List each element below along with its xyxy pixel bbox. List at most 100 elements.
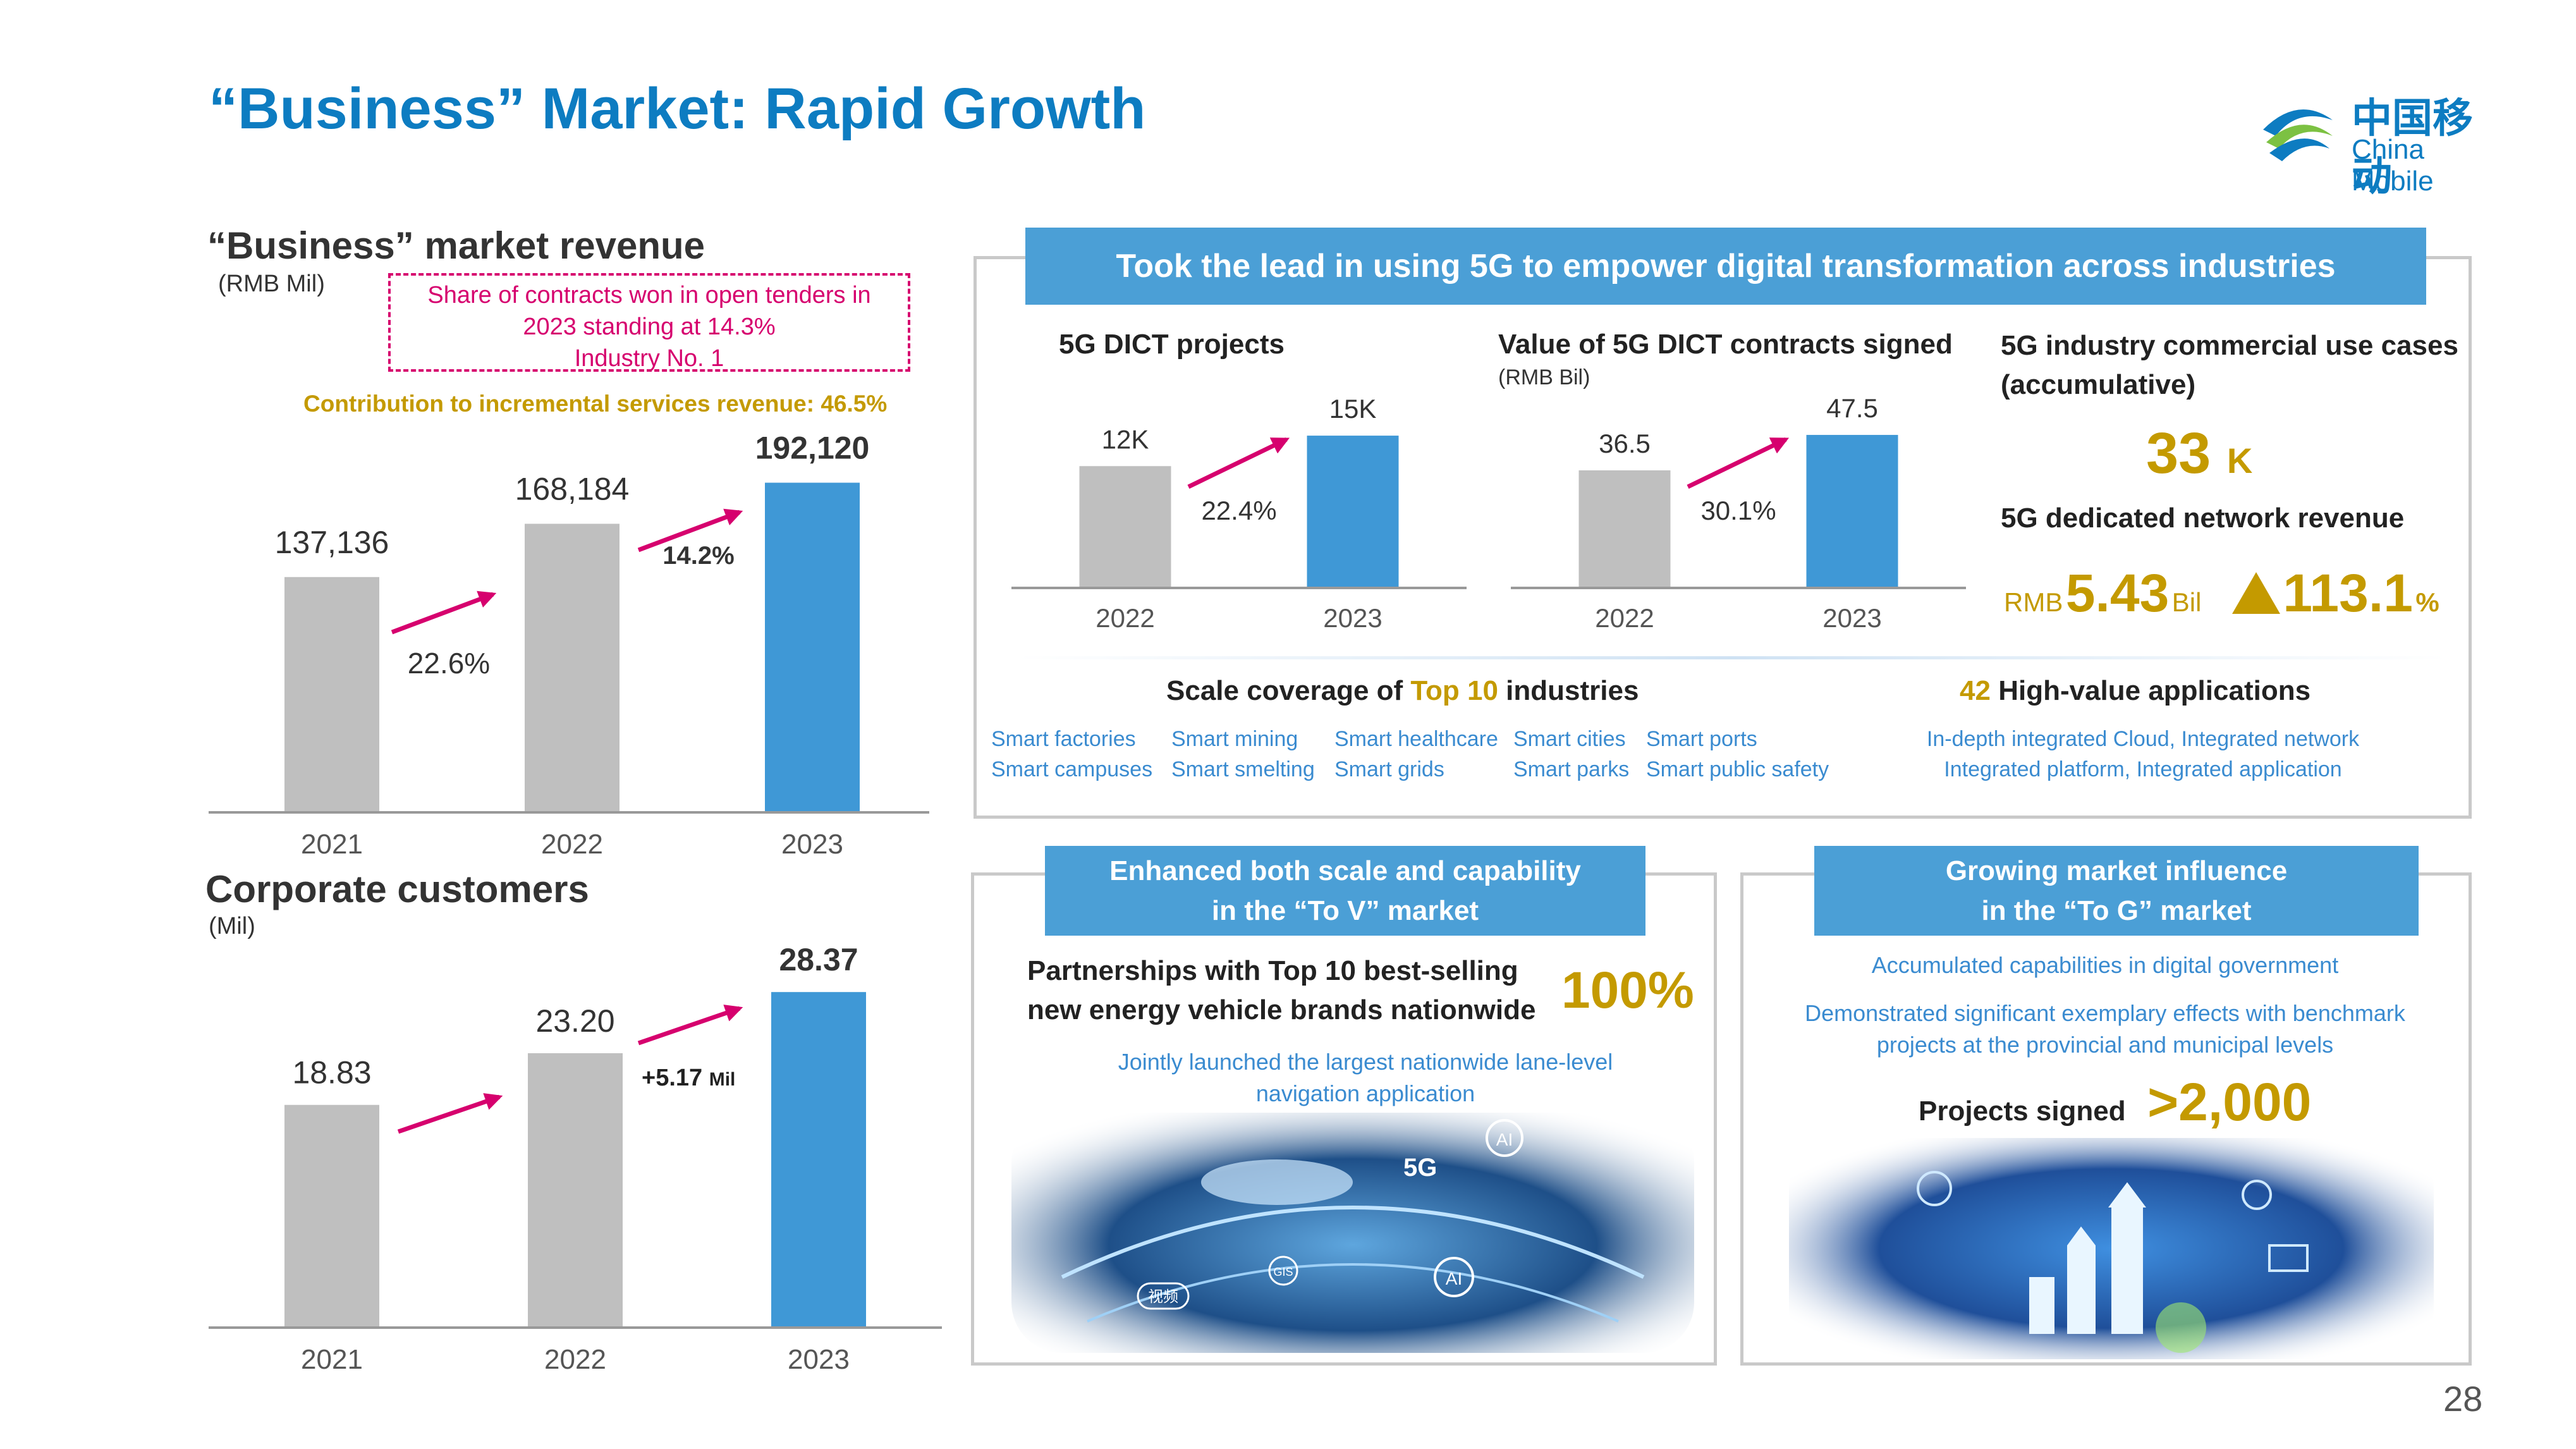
- dict-projects-heading: 5G DICT projects: [1059, 329, 1285, 360]
- bar-2022: [1578, 470, 1671, 588]
- callout-line-2: 2023 standing at 14.3%: [523, 314, 776, 340]
- industry-item: Smart parks: [1513, 757, 1630, 781]
- smart-car-dashboard-image: 5G AI AI 视频 GIS: [1011, 1113, 1694, 1353]
- growth-arrow-customers-2022: [397, 1093, 503, 1134]
- tick-label-2022: 2022: [544, 1344, 606, 1375]
- video-label: 视频: [1148, 1288, 1178, 1305]
- data-label-2022: 36.5: [1599, 429, 1651, 458]
- contribution-text: Contribution to incremental services rev…: [303, 391, 888, 417]
- data-label-2023: 28.37: [779, 942, 858, 977]
- revenue-growth-2022: 22.6%: [408, 647, 490, 680]
- panel-divider: [1018, 656, 2446, 659]
- to-g-banner-line-1: Growing market influence: [1945, 855, 2288, 886]
- partnership-percent: 100%: [1561, 962, 1694, 1019]
- bar-2021: [284, 577, 379, 812]
- high-value-apps-count: 42: [1960, 675, 1991, 706]
- callout-line-1: Share of contracts won in open tenders i…: [427, 282, 871, 309]
- data-label-2023: 192,120: [755, 431, 870, 466]
- to-g-line-1: Accumulated capabilities in digital gove…: [1871, 952, 2339, 978]
- data-label-2022: 168,184: [515, 472, 630, 507]
- customers-unit: (Mil): [209, 913, 255, 939]
- customers-chart: 18.83 2021 23.20 2022 28.37 2023 +5.17 Mil: [209, 942, 942, 1375]
- industry-item: Smart campuses: [991, 757, 1153, 781]
- navigation-line-1: Jointly launched the largest nationwide …: [1118, 1049, 1613, 1075]
- bar-2022: [528, 1053, 623, 1328]
- to-g-banner: Growing market influence in the “To G” m…: [1814, 846, 2419, 936]
- data-label-2021: 137,136: [275, 525, 389, 560]
- growth-arrow-customers-2023: [637, 1005, 743, 1046]
- to-g-line-2: Demonstrated significant exemplary effec…: [1805, 1000, 2405, 1026]
- bar-2023: [1806, 434, 1898, 588]
- use-cases-heading-line-2: (accumulative): [2001, 369, 2196, 400]
- industry-item: Smart grids: [1334, 757, 1444, 781]
- use-cases-heading-line-1: 5G industry commercial use cases: [2001, 330, 2458, 361]
- partnership-line-1: Partnerships with Top 10 best-selling: [1027, 955, 1518, 986]
- apps-line-1: In-depth integrated Cloud, Integrated ne…: [1926, 727, 2360, 751]
- to-g-description: Accumulated capabilities in digital gove…: [1757, 950, 2453, 1061]
- industry-item: Smart mining: [1171, 727, 1298, 751]
- data-label-2021: 18.83: [292, 1055, 371, 1091]
- bar-2023: [765, 482, 860, 812]
- network-revenue-prefix: RMB: [2004, 587, 2063, 617]
- data-label-2023: 47.5: [1826, 393, 1878, 423]
- high-value-apps-label: High-value applications: [1998, 675, 2311, 706]
- revenue-heading: “Business” market revenue: [207, 224, 705, 267]
- industry-item: Smart public safety: [1646, 757, 1829, 781]
- bar-2023: [1307, 436, 1399, 588]
- up-triangle-icon: [2231, 572, 2280, 614]
- dict-value-heading: Value of 5G DICT contracts signed: [1498, 329, 1953, 360]
- ai-label-2: AI: [1446, 1269, 1462, 1288]
- use-cases-heading: 5G industry commercial use cases (accumu…: [2001, 326, 2458, 405]
- logo-chinese-text: 中国移动: [2352, 95, 2473, 199]
- growth-arrow-2022: [391, 590, 497, 635]
- projects-signed-row: Projects signed >2,000: [1919, 1072, 2311, 1133]
- data-label-2022: 12K: [1102, 424, 1149, 454]
- industry-item: Smart cities: [1513, 727, 1626, 751]
- dict-projects-chart: 12K 2022 15K 2023 22.4%: [1011, 394, 1467, 633]
- to-g-banner-line-2: in the “To G” market: [1981, 895, 2252, 926]
- tick-label-2023: 2023: [781, 829, 843, 860]
- ai-label-1: AI: [1496, 1130, 1513, 1149]
- network-revenue-value: 5.43: [2065, 563, 2170, 623]
- bar-2022: [1079, 466, 1171, 588]
- page-title: “Business” Market: Rapid Growth: [209, 76, 1146, 141]
- tick-label-2023: 2023: [1323, 603, 1382, 633]
- navigation-app-text: Jointly launched the largest nationwide …: [1037, 1046, 1694, 1110]
- tick-label-2023: 2023: [788, 1344, 850, 1375]
- high-value-apps-heading: 42 High-value applications: [1960, 675, 2310, 707]
- revenue-growth-2023: 14.2%: [662, 542, 734, 570]
- customers-increase: +5.17 Mil: [642, 1065, 735, 1091]
- 5g-banner: Took the lead in using 5G to empower dig…: [1025, 228, 2426, 305]
- data-label-2023: 15K: [1329, 394, 1377, 424]
- dict-projects-arrow: [1187, 437, 1290, 489]
- dict-value-growth: 30.1%: [1700, 496, 1776, 525]
- bar-2023: [771, 992, 866, 1328]
- to-v-banner-line-2: in the “To V” market: [1211, 895, 1479, 926]
- china-mobile-logo: 中国移动 China Mobile: [2250, 82, 2503, 199]
- network-revenue-row: RMB 5.43 Bil 113.1 %: [2004, 563, 2439, 624]
- logo-english-text: China Mobile: [2352, 134, 2434, 197]
- projects-signed-label: Projects signed: [1919, 1096, 2126, 1127]
- apps-line-2: Integrated platform, Integrated applicat…: [1944, 757, 2342, 781]
- digital-government-image: [1789, 1138, 2434, 1359]
- industry-item: Smart ports: [1646, 727, 1757, 751]
- to-g-line-3: projects at the provincial and municipal…: [1876, 1032, 2334, 1058]
- partnership-text: Partnerships with Top 10 best-selling ne…: [1027, 951, 1535, 1030]
- scale-coverage-text: Scale coverage of Top 10 industries: [1166, 675, 1639, 706]
- industry-item: Smart factories: [991, 727, 1136, 751]
- dict-value-unit: (RMB Bil): [1498, 365, 1590, 389]
- navigation-line-2: navigation application: [1255, 1080, 1475, 1106]
- use-cases-number: 33: [2146, 421, 2211, 486]
- tick-label-2021: 2021: [301, 829, 363, 860]
- industry-item: Smart healthcare: [1334, 727, 1498, 751]
- tick-label-2023: 2023: [1822, 603, 1881, 633]
- dict-value-chart: 36.5 2022 47.5 2023 30.1%: [1511, 393, 1966, 633]
- data-label-2022: 23.20: [535, 1003, 614, 1039]
- dict-value-arrow: [1687, 437, 1790, 489]
- to-v-banner: Enhanced both scale and capability in th…: [1045, 846, 1645, 936]
- industries-grid: Smart factories Smart mining Smart healt…: [991, 724, 1848, 785]
- gis-label: GIS: [1273, 1266, 1293, 1278]
- network-revenue-heading: 5G dedicated network revenue: [2001, 503, 2405, 534]
- tender-callout: Share of contracts won in open tenders i…: [388, 273, 910, 372]
